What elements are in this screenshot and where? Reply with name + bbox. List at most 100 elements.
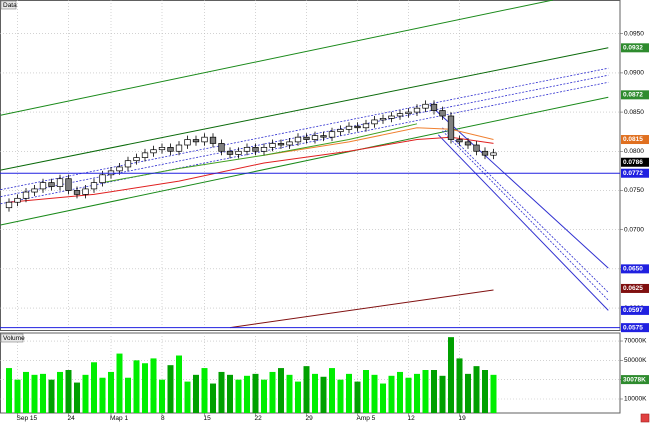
volume-title-box	[0, 333, 24, 343]
overlay-line	[263, 127, 494, 156]
volume-bar	[329, 368, 335, 413]
candle-body	[430, 103, 438, 111]
candle-body	[354, 125, 361, 129]
overlay-line	[0, 81, 609, 205]
overlay-line	[0, 67, 609, 191]
price-tag	[621, 168, 649, 178]
price-tag-label: 30078K	[623, 376, 646, 383]
x-tick-label: 22	[255, 415, 263, 422]
volume-bar	[414, 373, 420, 413]
y-tick-label: 0.0950	[624, 30, 644, 37]
candle-body	[235, 150, 242, 155]
candle-body	[422, 103, 429, 109]
price-tag-label: 0.0625	[623, 285, 643, 292]
volume-bar	[482, 370, 488, 413]
volume-bar	[337, 379, 344, 413]
volume-bar	[116, 353, 123, 413]
overlay-line	[0, 96, 609, 226]
volume-bar	[184, 381, 191, 413]
candle-body	[320, 135, 327, 138]
x-tick-label: 19	[459, 415, 467, 422]
price-tag-label: 0.0786	[623, 159, 643, 166]
candle-body	[269, 143, 276, 148]
price-tag	[621, 135, 649, 145]
volume-bar	[99, 377, 106, 413]
volume-bar	[142, 363, 148, 413]
candle-body	[413, 107, 421, 113]
price-tag	[621, 323, 649, 333]
candle-body	[73, 190, 81, 195]
chart-title: Data	[3, 2, 17, 9]
volume-bar	[320, 376, 327, 413]
candle-body	[311, 135, 319, 140]
candle-body	[328, 131, 336, 138]
price-tag-label: 0.0815	[623, 136, 643, 143]
candle-body	[447, 115, 455, 140]
price-tag	[621, 375, 649, 385]
candle-body	[116, 166, 123, 172]
candle-body	[481, 150, 489, 156]
price-tag-label: 0.0932	[623, 45, 643, 52]
volume-bar	[193, 374, 199, 413]
overlay-line	[429, 104, 609, 269]
volume-bar	[354, 381, 361, 413]
volume-bar	[6, 368, 12, 413]
candle-body	[192, 139, 200, 143]
volume-bar	[23, 371, 29, 413]
volume-bar	[82, 374, 89, 413]
overlay-line	[442, 130, 609, 301]
volume-bar	[65, 370, 72, 413]
candle-body	[294, 136, 302, 143]
candle-body	[388, 115, 395, 119]
price-tag-label: 0.0650	[623, 266, 643, 273]
y-tick-label: 70000K	[624, 338, 647, 345]
volume-layer	[0, 333, 620, 413]
candle-body	[31, 188, 38, 193]
y-tick-label: 0.0900	[624, 70, 644, 77]
candle-body	[22, 191, 30, 199]
candle-body	[286, 141, 293, 146]
price-tag	[621, 43, 649, 53]
volume-bar	[278, 368, 284, 413]
price-tag-label: 0.0772	[623, 170, 643, 177]
overlay-line	[8, 136, 494, 203]
candle-body	[490, 152, 497, 156]
x-tick-label: 8	[161, 415, 165, 422]
volume-bar	[150, 358, 157, 413]
candle-body	[124, 160, 132, 168]
volume-bar	[57, 371, 63, 413]
x-tick-label: Amp 5	[357, 415, 376, 422]
candle-body	[14, 197, 21, 203]
volume-bar	[74, 382, 80, 413]
y-tick-label: 10000K	[624, 396, 647, 403]
volume-bar	[133, 360, 140, 413]
price-tag	[621, 283, 649, 293]
volume-bar	[303, 366, 310, 413]
volume-bar	[312, 373, 318, 413]
price-tag	[621, 264, 649, 274]
candle-body	[56, 178, 64, 187]
volume-bar	[261, 379, 267, 413]
candle-body	[141, 152, 149, 158]
overlay-line	[229, 289, 494, 329]
volume-bar	[371, 374, 378, 413]
candle-body	[209, 136, 217, 144]
title-box	[0, 0, 17, 10]
x-tick-label: Sep 15	[17, 415, 38, 422]
volume-bar	[125, 377, 131, 413]
volume-bar	[473, 366, 480, 413]
y-tick-label: 0.0800	[624, 148, 644, 155]
volume-bar	[91, 362, 97, 413]
volume-bar	[40, 373, 46, 413]
volume-bar	[244, 375, 250, 413]
volume-bar	[388, 375, 395, 413]
volume-bar	[422, 370, 429, 413]
candle-body	[252, 147, 259, 152]
corner-icon[interactable]	[640, 413, 650, 423]
overlay-line	[442, 127, 609, 293]
volume-bar	[439, 375, 446, 413]
candle-body	[39, 182, 47, 190]
volume-bar	[159, 379, 165, 413]
candle-body	[473, 144, 480, 152]
volume-bar	[14, 379, 21, 413]
